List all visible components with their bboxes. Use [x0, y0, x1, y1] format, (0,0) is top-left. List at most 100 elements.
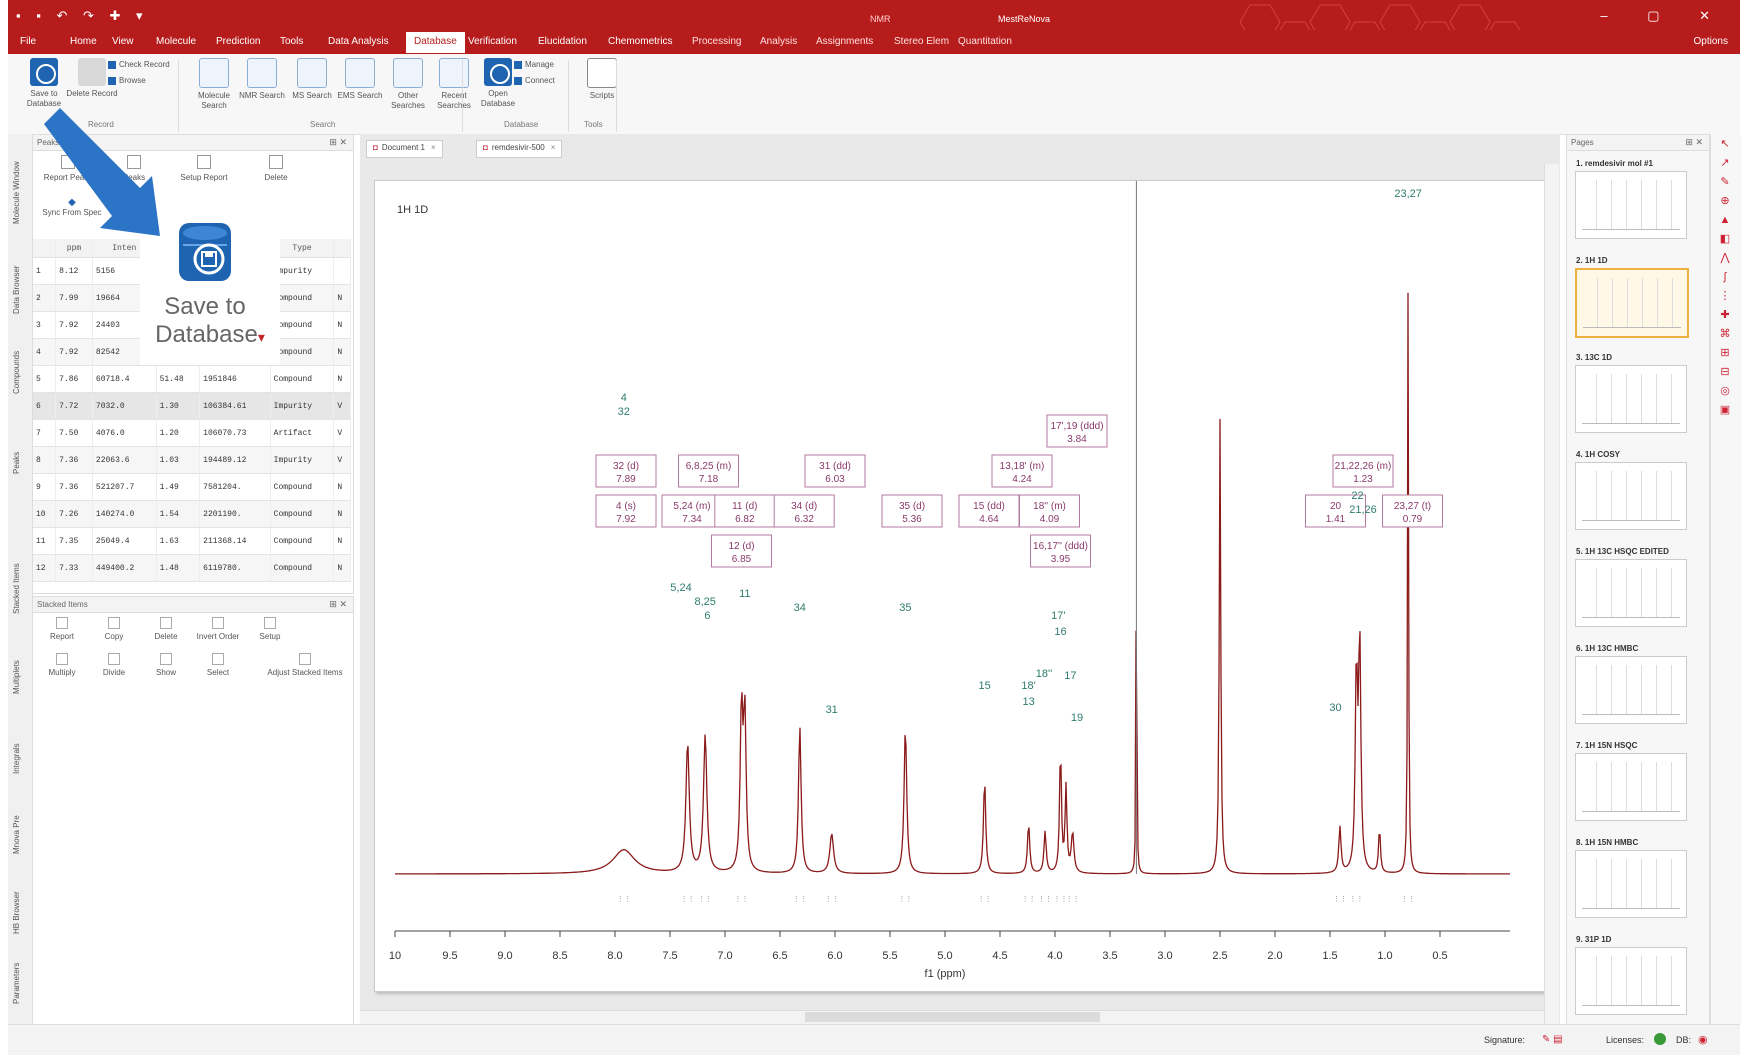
tab-view[interactable]: View — [112, 36, 134, 47]
stacked-tool-button[interactable]: Delete — [141, 617, 191, 641]
tab-assignments[interactable]: Assignments — [816, 36, 874, 47]
page-thumbnail[interactable] — [1575, 753, 1687, 821]
dock-tab[interactable]: Integrals — [12, 743, 21, 774]
multiplet-label-box[interactable]: 12 (d) 6.85 — [711, 534, 772, 568]
recent-search-button[interactable]: Recent Searches — [428, 58, 480, 111]
page-thumbnail[interactable] — [1575, 947, 1687, 1015]
stacked-tool-button[interactable]: Copy — [89, 617, 139, 641]
multiplet-label-box[interactable]: 6,8,25 (m) 7.18 — [678, 454, 739, 488]
tool-icon[interactable]: ▣ — [1719, 404, 1731, 416]
multiplet-label-box[interactable]: 4 (s) 7.92 — [595, 494, 657, 528]
multiplet-label-box[interactable]: 15 (dd) 4.64 — [958, 494, 1020, 528]
multiplet-label-box[interactable]: 32 (d) 7.89 — [595, 454, 657, 488]
tab-elucidation[interactable]: Elucidation — [538, 36, 587, 47]
page-thumbnail[interactable] — [1575, 559, 1687, 627]
quick-access-toolbar[interactable]: ▪ ▪ ↶ ↷ ✚ ▾ — [16, 8, 149, 23]
multiplet-label-box[interactable]: 31 (dd) 6.03 — [804, 454, 866, 488]
tool-icon[interactable]: ⌘ — [1719, 328, 1731, 340]
tool-icon[interactable]: ◧ — [1719, 233, 1731, 245]
tool-icon[interactable]: ⋮ — [1719, 290, 1731, 302]
tab-prediction[interactable]: Prediction — [216, 36, 261, 47]
tab-analysis[interactable]: Analysis — [760, 36, 798, 47]
close-icon[interactable]: × — [550, 143, 556, 152]
tool-icon[interactable]: ✎ — [1720, 176, 1730, 188]
page-thumbnail[interactable] — [1575, 171, 1687, 239]
tool-icon[interactable]: ⋀ — [1720, 252, 1730, 264]
multiplet-label-box[interactable]: 201.41 — [1305, 494, 1366, 528]
other-search-button[interactable]: Other Searches — [382, 58, 434, 111]
multiplet-label-box[interactable]: 16,17'' (ddd) 3.95 — [1030, 534, 1091, 568]
dock-tab[interactable]: Peaks — [12, 451, 21, 474]
tab-stereo-elem[interactable]: Stereo Elem — [894, 36, 950, 47]
nmr-search-button[interactable]: NMR Search — [236, 58, 288, 101]
nmr-spectrum[interactable]: 1H 1D 10 9.5 9.0 8.5 8.0 7.5 7.0 6.5 6.0 5.5 5.0 4.5… — [375, 181, 1545, 991]
dock-tab[interactable]: Multiplets — [12, 660, 21, 694]
stacked-tool-button[interactable]: Report — [37, 617, 87, 641]
multiplet-label-box[interactable]: 35 (d) 5.36 — [881, 494, 943, 528]
table-row[interactable]: 5 7.86 60718.4 51.48 1951846 Compound N — [33, 365, 351, 393]
tool-icon[interactable]: ▲ — [1719, 214, 1731, 226]
scripts-button[interactable]: Scripts — [576, 58, 628, 101]
stacked-tool-button[interactable]: Multiply — [37, 653, 87, 677]
tab-processing[interactable]: Processing — [692, 36, 742, 47]
dock-tab[interactable]: HB Browser — [12, 891, 21, 934]
db-status-icon[interactable]: ◉ — [1698, 1034, 1708, 1046]
tool-icon[interactable]: ✚ — [1720, 309, 1730, 321]
tab-tools[interactable]: Tools — [280, 36, 304, 47]
multiplet-label-box[interactable]: 13,18' (m) 4.24 — [991, 454, 1053, 488]
table-row[interactable]: 6 7.72 7032.0 1.30 106384.61 Impurity V — [33, 392, 351, 420]
column-header[interactable] — [33, 239, 57, 258]
multiplet-label-box[interactable]: 34 (d) 6.32 — [773, 494, 835, 528]
column-header[interactable]: Type — [270, 239, 335, 258]
ribbon-small-button[interactable]: Connect — [514, 76, 555, 85]
ms-search-button[interactable]: MS Search — [286, 58, 338, 101]
dock-tab[interactable]: Compounds — [12, 350, 21, 394]
multiplet-label-box[interactable]: 23,27 (t) 0.79 — [1382, 494, 1443, 528]
delete-record-button[interactable]: Delete Record — [66, 58, 118, 99]
ribbon-small-button[interactable]: Manage — [514, 60, 554, 69]
table-row[interactable]: 8 7.36 22063.6 1.03 194489.12 Impurity V — [33, 446, 351, 474]
document-tab[interactable]: ◘ remdesivir-500 × — [476, 140, 563, 158]
document-tab[interactable]: ◘ Document 1 × — [366, 140, 443, 158]
tool-icon[interactable]: ↖ — [1720, 138, 1730, 150]
stacked-tool-button[interactable]: Select — [193, 653, 243, 677]
tab-quantitation[interactable]: Quantitation — [958, 36, 1012, 47]
spectrum-page[interactable]: 1H 1D 10 9.5 9.0 8.5 8.0 7.5 7.0 6.5 6.0 5.5 5.0 4.5… — [374, 180, 1546, 992]
dock-tab[interactable]: Stacked Items — [12, 563, 21, 614]
multiplet-label-box[interactable]: 21,22,26 (m) 1.23 — [1332, 454, 1394, 488]
dock-tab[interactable]: Data Browser — [12, 265, 21, 314]
database-save-button[interactable]: Save to Database — [18, 58, 70, 109]
page-thumbnail[interactable] — [1575, 656, 1687, 724]
ribbon-small-button[interactable]: Browse — [108, 76, 146, 85]
table-row[interactable]: 10 7.26 140274.0 1.54 2201190. Compound N — [33, 500, 351, 528]
multiplet-label-box[interactable]: 18'' (m) 4.09 — [1019, 494, 1080, 528]
table-row[interactable]: 12 7.33 449400.2 1.48 6119780. Compound N — [33, 554, 351, 582]
tab-file[interactable]: File — [20, 36, 37, 47]
multiplet-label-box[interactable]: 11 (d) 6.82 — [714, 494, 776, 528]
tab-database[interactable]: Database — [406, 32, 465, 53]
table-row[interactable]: 7 7.50 4076.0 1.20 106070.73 Artifact V — [33, 419, 351, 447]
stacked-tool-button[interactable]: Invert Order — [193, 617, 243, 641]
signature-icon[interactable]: ✎ ▤ — [1542, 1034, 1563, 1045]
tool-icon[interactable]: ↗ — [1720, 157, 1730, 169]
table-row[interactable]: 11 7.35 25049.4 1.63 211368.14 Compound N — [33, 527, 351, 555]
page-thumbnail[interactable] — [1575, 850, 1687, 918]
table-row[interactable]: 9 7.36 521207.7 1.49 7581204. Compound N — [33, 473, 351, 501]
column-header[interactable]: ppm — [55, 239, 93, 258]
tab-home[interactable]: Home — [70, 36, 97, 47]
peaks-tool-button[interactable]: Peaks — [103, 155, 165, 182]
license-ok-icon[interactable] — [1654, 1033, 1666, 1045]
multiplet-label-box[interactable]: 5,24 (m) 7.34 — [661, 494, 723, 528]
pin-close-icon[interactable]: ⊞ ✕ — [329, 599, 347, 609]
window-controls[interactable]: ‒ ▢ ✕ — [1600, 8, 1728, 23]
tab-molecule[interactable]: Molecule — [156, 36, 197, 47]
pin-close-icon[interactable]: ⊞ ✕ — [1685, 137, 1703, 147]
molecule-search-button[interactable]: Molecule Search — [188, 58, 240, 111]
stacked-tool-button[interactable]: Setup — [245, 617, 295, 641]
tab-data-analysis[interactable]: Data Analysis — [328, 36, 389, 47]
tool-icon[interactable]: ⊕ — [1720, 195, 1730, 207]
peaks-tool-button[interactable]: Delete — [245, 155, 307, 182]
vertical-scrollbar[interactable] — [1544, 164, 1559, 1024]
save-to-database-callout[interactable]: Save to Database▾ — [140, 215, 280, 365]
column-header[interactable] — [333, 239, 351, 258]
